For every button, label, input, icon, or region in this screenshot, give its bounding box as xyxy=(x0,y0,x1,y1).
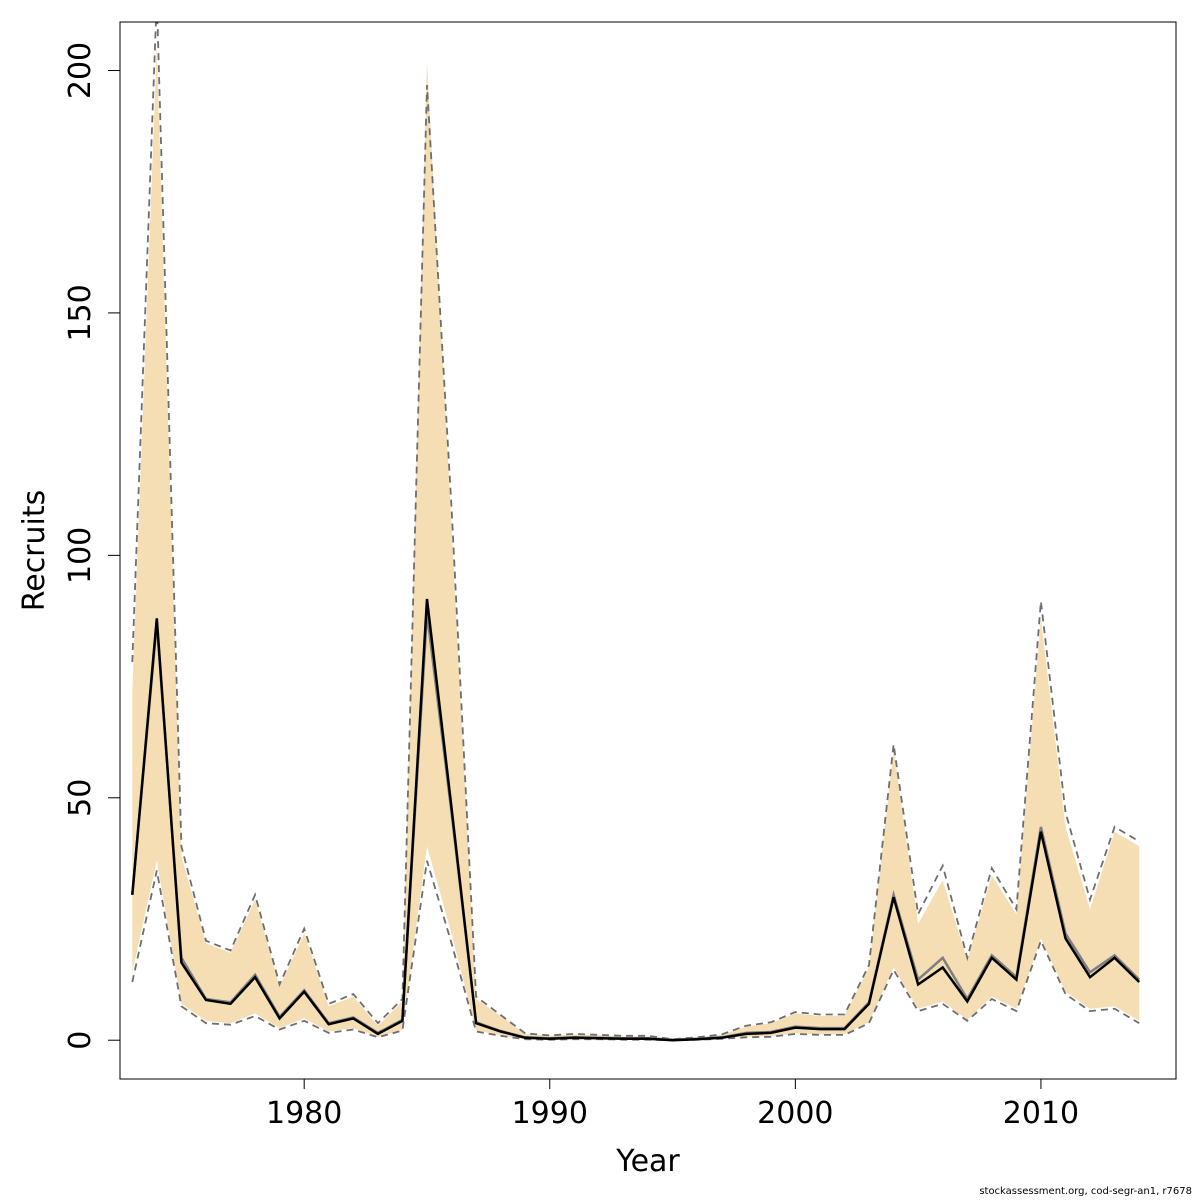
y-tick-label: 150 xyxy=(63,284,98,341)
ci-lines-layer xyxy=(131,22,1140,1042)
y-tick-label: 0 xyxy=(63,1031,98,1050)
ci-upper-line xyxy=(131,22,1140,1041)
y-tick-label: 100 xyxy=(63,527,98,584)
footer-note: stockassessment.org, cod-segr-an1, r7678 xyxy=(979,1186,1192,1197)
y-tick-label: 50 xyxy=(63,779,98,817)
x-tick-label: 2000 xyxy=(757,1096,833,1131)
x-tick-label: 1980 xyxy=(266,1096,342,1131)
estimate-line xyxy=(131,598,1141,1042)
confidence-band xyxy=(132,46,1140,1041)
x-axis-title: Year xyxy=(615,1144,680,1179)
confidence-band-layer xyxy=(132,46,1140,1041)
y-axis: 0 50 100 150 200 xyxy=(63,42,121,1050)
x-axis: 1980 1990 2000 2010 xyxy=(132,1078,1140,1131)
x-tick-label: 2010 xyxy=(1003,1096,1079,1131)
estimate-lines-layer xyxy=(131,598,1141,1042)
x-tick-label: 1990 xyxy=(512,1096,588,1131)
y-tick-label: 200 xyxy=(63,42,98,99)
y-axis-title: Recruits xyxy=(17,490,52,612)
